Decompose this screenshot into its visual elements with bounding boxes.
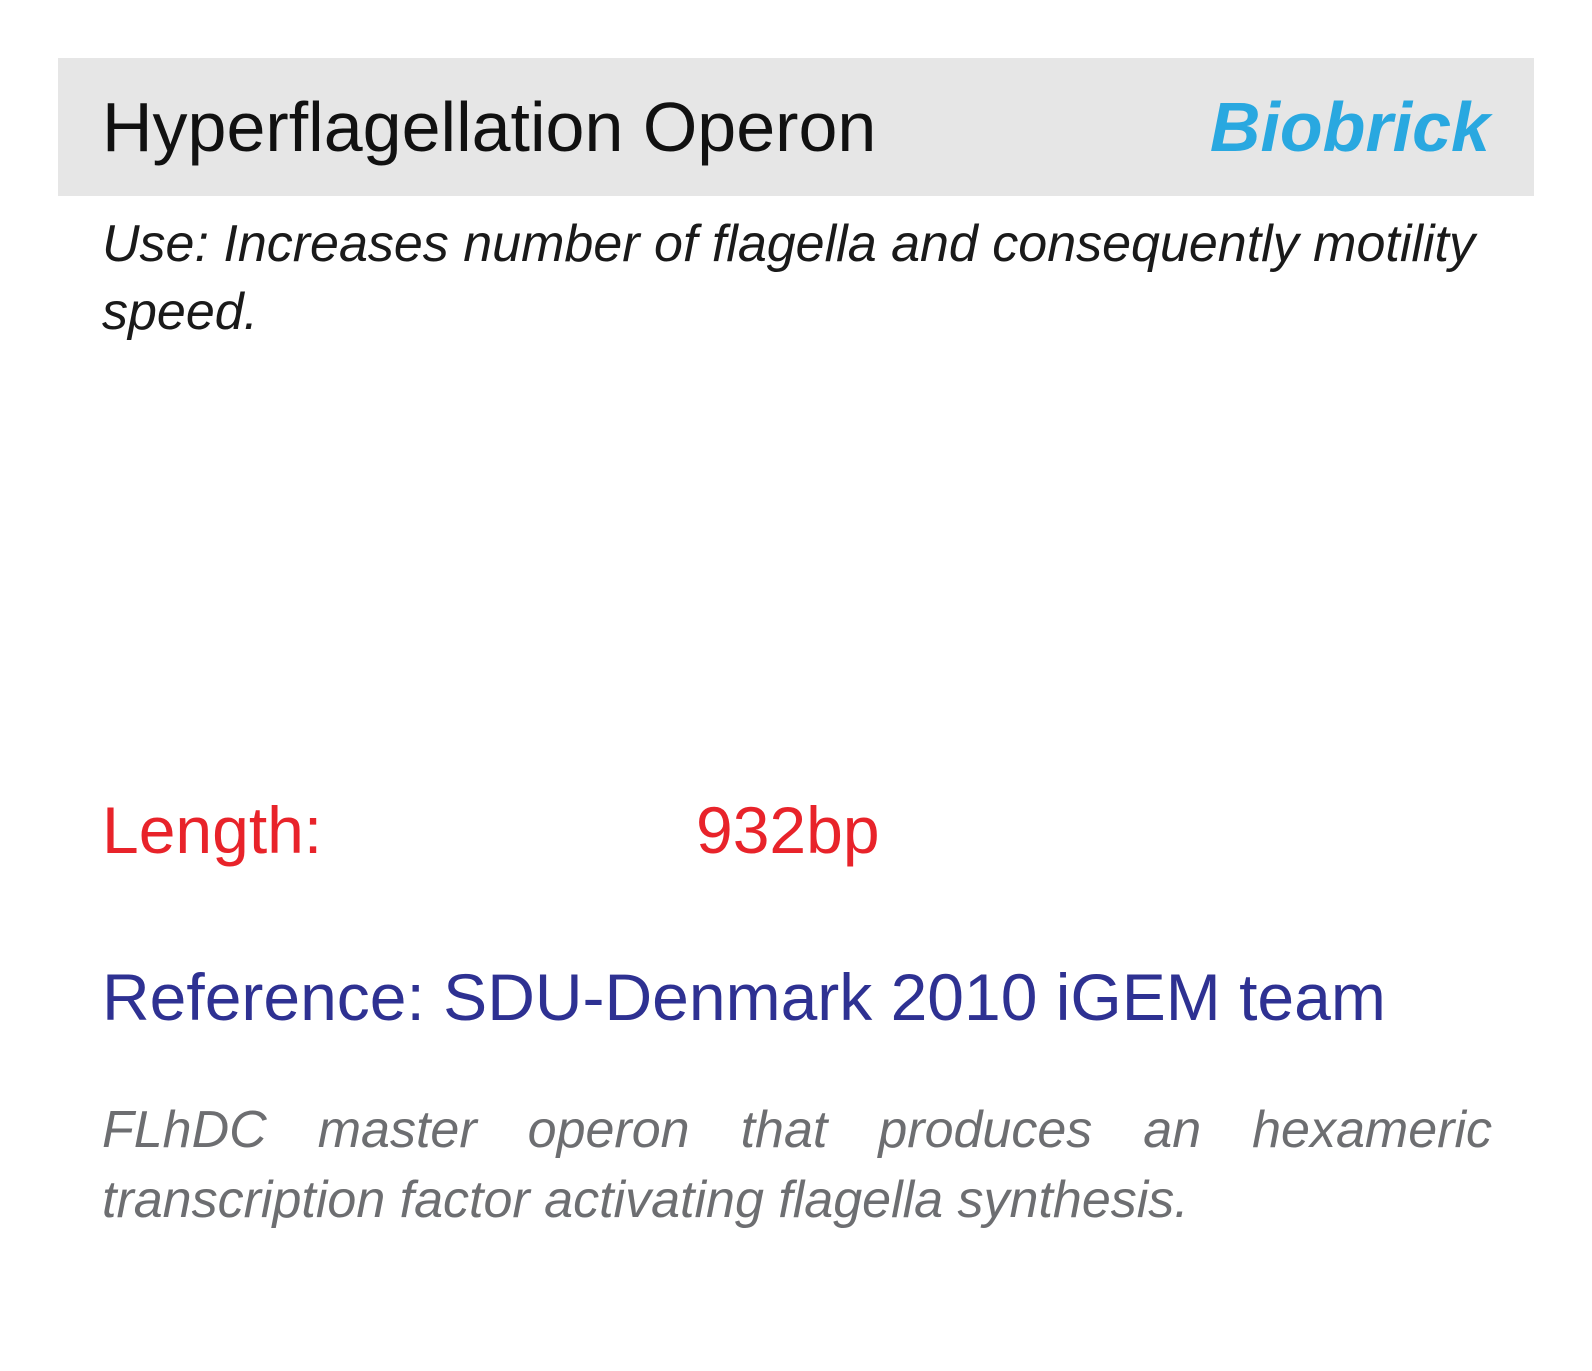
- card-header: Hyperflagellation Operon Biobrick: [58, 58, 1534, 196]
- length-value: 932bp: [696, 793, 880, 867]
- biobrick-badge: Biobrick: [1209, 88, 1490, 166]
- operon-description: FLhDC master operon that produces an hex…: [102, 1101, 1492, 1229]
- length-label: Length:: [102, 793, 323, 867]
- use-description: Use: Increases number of flagella and co…: [102, 215, 1475, 341]
- reference-text: Reference: SDU-Denmark 2010 iGEM team: [102, 960, 1386, 1034]
- card-title: Hyperflagellation Operon: [102, 88, 877, 166]
